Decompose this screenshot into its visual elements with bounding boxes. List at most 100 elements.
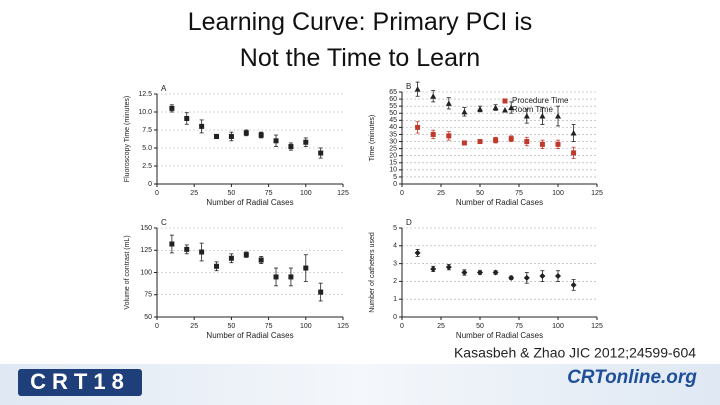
point <box>184 115 190 121</box>
y-tick-label: 150 <box>140 225 152 232</box>
point <box>430 265 437 272</box>
logo-right: CRTonline.org <box>567 367 697 388</box>
point <box>318 289 324 295</box>
point <box>555 273 561 280</box>
point <box>539 113 546 119</box>
y-tick-label: 125 <box>140 247 152 254</box>
x-tick-label: 125 <box>591 323 603 330</box>
y-tick-label: 4 <box>393 243 397 250</box>
x-tick-label: 25 <box>437 190 445 197</box>
point <box>273 274 279 280</box>
x-tick-label: 0 <box>155 190 159 197</box>
y-tick-label: 5 <box>393 225 397 232</box>
point <box>477 139 483 145</box>
point <box>303 139 309 145</box>
point <box>258 132 264 138</box>
point <box>214 263 220 269</box>
x-tick-label: 0 <box>400 190 404 197</box>
point <box>539 141 545 147</box>
x-tick-label: 50 <box>228 190 236 197</box>
point <box>430 131 436 137</box>
title-box: Learning Curve: Primary PCI is Not the T… <box>187 8 533 72</box>
x-axis-label: Number of Radial Cases <box>206 331 293 340</box>
x-tick-label: 0 <box>400 323 404 330</box>
x-tick-label: 75 <box>515 190 523 197</box>
point <box>445 100 452 106</box>
x-tick-label: 125 <box>337 323 349 330</box>
point <box>492 269 499 276</box>
y-tick-label: 35 <box>389 131 397 138</box>
y-tick-label: 5 <box>393 174 397 181</box>
point <box>446 133 452 139</box>
point <box>461 108 468 115</box>
x-tick-label: 100 <box>300 323 312 330</box>
point <box>273 138 279 144</box>
point <box>524 139 530 145</box>
x-tick-label: 50 <box>476 323 484 330</box>
point <box>258 257 264 263</box>
point <box>477 269 483 276</box>
point <box>288 274 294 280</box>
point <box>199 249 205 255</box>
y-tick-label: 5.0 <box>142 145 152 152</box>
y-tick-label: 12.5 <box>138 91 152 98</box>
point <box>445 264 452 271</box>
point <box>508 274 515 281</box>
y-tick-label: 7.5 <box>142 127 152 134</box>
point <box>523 113 530 119</box>
y-tick-label: 10 <box>389 167 397 174</box>
y-tick-label: 0 <box>393 181 397 188</box>
x-tick-label: 75 <box>265 323 273 330</box>
x-tick-label: 50 <box>228 323 236 330</box>
y-tick-label: 60 <box>389 96 397 103</box>
point <box>555 113 561 119</box>
point <box>555 141 561 147</box>
panel-label: D <box>406 218 412 227</box>
point <box>502 98 508 104</box>
y-tick-label: 50 <box>144 314 152 321</box>
point <box>318 150 324 156</box>
point <box>502 107 508 113</box>
point <box>508 136 514 142</box>
point <box>539 273 546 280</box>
panel-label: C <box>161 218 167 227</box>
y-tick-label: 45 <box>389 117 397 124</box>
x-tick-label: 0 <box>155 323 159 330</box>
citation: Kasasbeh & Zhao JIC 2012;24599-604 <box>454 345 696 361</box>
point <box>414 249 421 256</box>
point <box>228 133 234 139</box>
y-tick-label: 50 <box>389 110 397 117</box>
x-tick-label: 25 <box>437 323 445 330</box>
point <box>243 130 249 136</box>
x-tick-label: 100 <box>552 323 564 330</box>
y-tick-label: 10.0 <box>138 109 152 116</box>
y-tick-label: 100 <box>140 269 152 276</box>
y-tick-label: 55 <box>389 103 397 110</box>
y-tick-label: 1 <box>393 296 397 303</box>
point <box>570 130 577 136</box>
point <box>214 133 220 139</box>
point <box>199 123 205 129</box>
y-axis-label: Time (minutes) <box>369 115 376 161</box>
point <box>169 105 175 111</box>
point <box>228 255 234 261</box>
y-tick-label: 65 <box>389 89 397 96</box>
y-tick-label: 15 <box>389 160 397 167</box>
legend-label: Procedure Time <box>512 96 569 105</box>
y-axis-label: Fluoroscopy Time (minutes) <box>124 96 131 182</box>
point <box>303 265 309 271</box>
y-tick-label: 2 <box>393 278 397 285</box>
y-tick-label: 2.5 <box>142 163 152 170</box>
y-tick-label: 25 <box>389 145 397 152</box>
point <box>477 105 483 112</box>
point <box>430 93 437 99</box>
x-tick-label: 75 <box>515 323 523 330</box>
slide-title: Learning Curve: Primary PCI is Not the T… <box>187 8 533 72</box>
x-tick-label: 125 <box>337 190 349 197</box>
point <box>169 241 175 247</box>
y-axis-label: Volume of contrast (mL) <box>124 235 131 309</box>
point <box>523 274 530 281</box>
point <box>184 246 190 252</box>
y-tick-label: 0 <box>393 314 397 321</box>
panel-label: A <box>161 84 167 93</box>
